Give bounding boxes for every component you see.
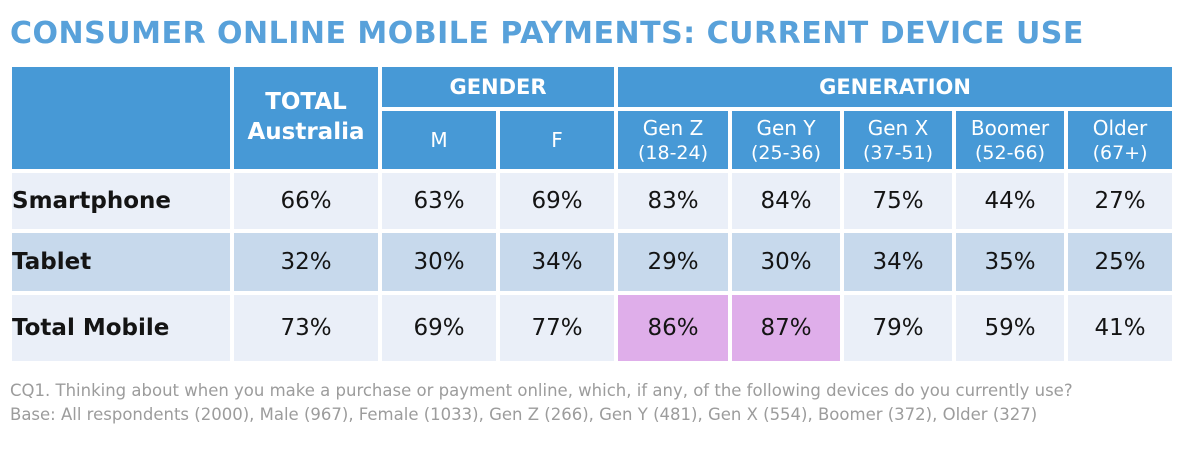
cell-tablet-geny: 30% xyxy=(728,229,845,295)
gender-group-header: GENDER xyxy=(377,63,619,111)
cell-smartphone-boomer: 44% xyxy=(952,169,1069,233)
cell-tablet-male: 30% xyxy=(378,229,500,295)
row-label-tablet: Tablet xyxy=(8,229,234,295)
col-header-genz: Gen Z (18-24) xyxy=(614,107,733,173)
col-header-genz-range: (18-24) xyxy=(637,141,709,164)
cell-total-mobile-total: 73% xyxy=(230,291,382,365)
col-header-genx: Gen X (37-51) xyxy=(840,107,957,173)
corner-cell xyxy=(8,63,234,173)
cell-total-mobile-boomer: 59% xyxy=(952,291,1069,365)
page-title: CONSUMER ONLINE MOBILE PAYMENTS: CURRENT… xyxy=(10,16,1084,51)
cell-tablet-older: 25% xyxy=(1064,229,1177,295)
header-row-columns: M F Gen Z (18-24) Gen Y (25-36) Gen X (3… xyxy=(10,107,1177,173)
col-header-older-range: (67+) xyxy=(1092,141,1148,164)
col-header-boomer-label: Boomer xyxy=(970,115,1050,140)
cell-total-mobile-female: 77% xyxy=(495,291,619,365)
footnote-base: Base: All respondents (2000), Male (967)… xyxy=(10,404,1038,424)
col-header-geny-label: Gen Y xyxy=(756,115,816,140)
col-header-older-label: Older xyxy=(1092,115,1148,140)
cell-smartphone-geny: 84% xyxy=(728,169,845,233)
cell-smartphone-female: 69% xyxy=(495,169,619,233)
col-header-genx-label: Gen X xyxy=(867,115,929,140)
total-header-line1: TOTAL xyxy=(265,89,347,116)
col-header-male-label: M xyxy=(430,128,448,152)
header-row-groups: TOTAL Australia GENDER GENERATION xyxy=(8,63,1177,173)
cell-total-mobile-genx: 79% xyxy=(840,291,957,365)
footnote-question: CQ1. Thinking about when you make a purc… xyxy=(10,381,1073,400)
col-header-geny-range: (25-36) xyxy=(750,141,822,164)
table-row-tablet: Tablet 32% 30% 34% 29% 30% 34% 35% 25% xyxy=(8,229,1177,295)
data-table: TOTAL Australia GENDER GENERATION M F Ge… xyxy=(8,63,1177,365)
footnotes: CQ1. Thinking about when you make a purc… xyxy=(10,379,1200,427)
cell-smartphone-total: 66% xyxy=(230,169,382,233)
cell-total-mobile-older: 41% xyxy=(1064,291,1177,365)
col-header-male: M xyxy=(378,107,500,173)
cell-total-mobile-geny-highlighted: 87% xyxy=(728,291,845,365)
total-header-line2: Australia xyxy=(247,119,365,145)
cell-smartphone-male: 63% xyxy=(378,169,500,233)
cell-smartphone-genz: 83% xyxy=(614,169,733,233)
col-header-female-label: F xyxy=(551,128,563,152)
cell-total-mobile-genz-highlighted: 86% xyxy=(614,291,733,365)
col-header-geny: Gen Y (25-36) xyxy=(728,107,845,173)
table-row-smartphone: Smartphone 66% 63% 69% 83% 84% 75% 44% 2… xyxy=(8,169,1177,233)
cell-smartphone-older: 27% xyxy=(1064,169,1177,233)
col-header-genx-range: (37-51) xyxy=(862,141,934,164)
cell-tablet-boomer: 35% xyxy=(952,229,1069,295)
row-label-total-mobile: Total Mobile xyxy=(8,291,234,365)
cell-tablet-female: 34% xyxy=(495,229,619,295)
col-header-genz-label: Gen Z xyxy=(642,115,704,140)
col-header-boomer-range: (52-66) xyxy=(974,141,1046,164)
col-header-boomer: Boomer (52-66) xyxy=(952,107,1069,173)
total-australia-header: TOTAL Australia xyxy=(230,63,382,173)
col-header-older: Older (67+) xyxy=(1064,107,1177,173)
col-header-female: F xyxy=(495,107,619,173)
cell-tablet-total: 32% xyxy=(230,229,382,295)
row-label-smartphone: Smartphone xyxy=(8,169,234,233)
cell-tablet-genz: 29% xyxy=(614,229,733,295)
table-row-total-mobile: Total Mobile 73% 69% 77% 86% 87% 79% 59%… xyxy=(8,291,1177,365)
cell-tablet-genx: 34% xyxy=(840,229,957,295)
cell-total-mobile-male: 69% xyxy=(378,291,500,365)
cell-smartphone-genx: 75% xyxy=(840,169,957,233)
generation-group-header: GENERATION xyxy=(614,63,1177,111)
